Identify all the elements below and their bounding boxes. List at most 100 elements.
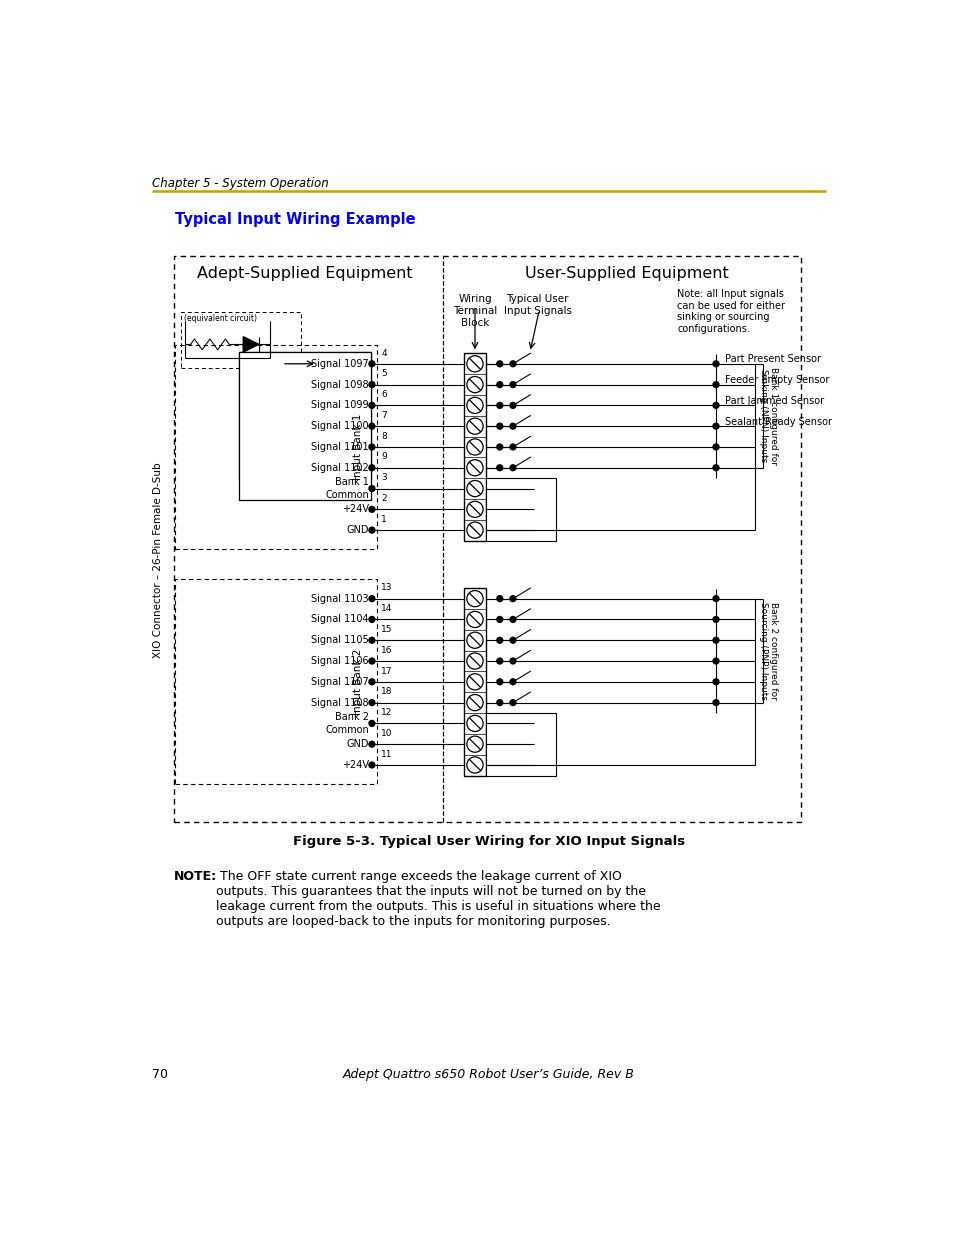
Circle shape: [369, 700, 375, 705]
Text: Signal 1106: Signal 1106: [311, 656, 369, 666]
Text: Input Bank 2: Input Bank 2: [353, 648, 362, 715]
Text: 7: 7: [381, 411, 387, 420]
Circle shape: [369, 658, 375, 664]
Circle shape: [369, 679, 375, 684]
Circle shape: [369, 361, 375, 367]
Text: 3: 3: [381, 473, 387, 482]
Circle shape: [510, 382, 516, 388]
Text: 13: 13: [381, 583, 393, 593]
Text: Bank 2: Bank 2: [335, 713, 369, 722]
Text: Part Jammed Sensor: Part Jammed Sensor: [724, 395, 823, 406]
Circle shape: [712, 595, 719, 601]
Text: +24V: +24V: [341, 504, 369, 514]
Text: 17: 17: [381, 667, 393, 676]
Circle shape: [369, 595, 375, 601]
Text: Bank 1 configured for
Sinking (NPN) Inputs: Bank 1 configured for Sinking (NPN) Inpu…: [759, 367, 778, 464]
Circle shape: [497, 445, 502, 450]
Text: Signal 1097: Signal 1097: [311, 359, 369, 369]
Circle shape: [510, 361, 516, 367]
Circle shape: [497, 595, 502, 601]
Circle shape: [712, 403, 719, 409]
Circle shape: [497, 658, 502, 664]
Text: Bank 1: Bank 1: [335, 478, 369, 488]
Bar: [181, 312, 301, 368]
Text: Typical User
Input Signals: Typical User Input Signals: [503, 294, 571, 316]
Circle shape: [369, 403, 375, 409]
Circle shape: [712, 637, 719, 643]
Circle shape: [510, 700, 516, 705]
Text: Signal 1103: Signal 1103: [311, 594, 369, 604]
Text: XIO Connector – 26-Pin Female D-Sub: XIO Connector – 26-Pin Female D-Sub: [152, 462, 163, 658]
Circle shape: [712, 679, 719, 684]
Text: The OFF state current range exceeds the leakage current of XIO
outputs. This gua: The OFF state current range exceeds the …: [216, 869, 660, 927]
Text: Signal 1098: Signal 1098: [311, 379, 369, 389]
Circle shape: [712, 424, 719, 429]
Bar: [174, 345, 376, 550]
Text: NOTE:: NOTE:: [173, 869, 216, 883]
Circle shape: [712, 700, 719, 705]
Text: Signal 1101: Signal 1101: [311, 442, 369, 452]
Circle shape: [369, 741, 375, 747]
Bar: [173, 256, 801, 823]
Circle shape: [510, 637, 516, 643]
Circle shape: [497, 382, 502, 388]
Text: Input Bank 1: Input Bank 1: [353, 414, 362, 480]
Circle shape: [497, 424, 502, 429]
Text: Signal 1108: Signal 1108: [311, 698, 369, 708]
Text: 70: 70: [152, 1068, 168, 1081]
Circle shape: [369, 464, 375, 471]
Circle shape: [369, 637, 375, 643]
Circle shape: [712, 616, 719, 622]
Text: Chapter 5 - System Operation: Chapter 5 - System Operation: [152, 178, 328, 190]
Circle shape: [369, 506, 375, 513]
Circle shape: [369, 424, 375, 429]
Text: Feeder Empty Sensor: Feeder Empty Sensor: [724, 375, 829, 385]
Circle shape: [497, 464, 502, 471]
Circle shape: [510, 464, 516, 471]
Text: Signal 1104: Signal 1104: [311, 615, 369, 625]
Circle shape: [369, 762, 375, 768]
Text: Typical Input Wiring Example: Typical Input Wiring Example: [174, 212, 416, 227]
Bar: [485, 478, 555, 541]
Circle shape: [369, 445, 375, 450]
Text: Signal 1105: Signal 1105: [311, 635, 369, 645]
Circle shape: [497, 679, 502, 684]
Text: Wiring
Terminal
Block: Wiring Terminal Block: [453, 294, 497, 327]
Text: 12: 12: [381, 708, 393, 718]
Circle shape: [712, 382, 719, 388]
Bar: [464, 353, 485, 541]
Text: 8: 8: [381, 432, 387, 441]
Circle shape: [369, 485, 375, 492]
Text: Signal 1102: Signal 1102: [311, 463, 369, 473]
Circle shape: [510, 595, 516, 601]
Circle shape: [510, 424, 516, 429]
Text: Adept-Supplied Equipment: Adept-Supplied Equipment: [197, 267, 413, 282]
Text: Sealant Ready Sensor: Sealant Ready Sensor: [724, 416, 831, 426]
Text: Common: Common: [325, 490, 369, 500]
Circle shape: [497, 361, 502, 367]
Text: Signal 1099: Signal 1099: [311, 400, 369, 410]
Text: Part Present Sensor: Part Present Sensor: [724, 354, 821, 364]
Circle shape: [497, 637, 502, 643]
Bar: [239, 352, 371, 479]
Text: Common: Common: [325, 725, 369, 735]
Text: Signal 1100: Signal 1100: [311, 421, 369, 431]
Text: 4: 4: [381, 348, 386, 357]
Circle shape: [510, 445, 516, 450]
Bar: [174, 579, 376, 784]
Circle shape: [712, 361, 719, 367]
Text: Figure 5-3. Typical User Wiring for XIO Input Signals: Figure 5-3. Typical User Wiring for XIO …: [293, 835, 684, 847]
Text: GND: GND: [346, 740, 369, 750]
Circle shape: [510, 616, 516, 622]
Circle shape: [369, 616, 375, 622]
Text: 10: 10: [381, 729, 393, 737]
Circle shape: [497, 700, 502, 705]
Circle shape: [510, 658, 516, 664]
Text: 5: 5: [381, 369, 387, 378]
Text: GND: GND: [346, 525, 369, 535]
Polygon shape: [243, 337, 258, 352]
Circle shape: [497, 403, 502, 409]
Text: 9: 9: [381, 452, 387, 462]
Text: +24V: +24V: [341, 760, 369, 769]
Text: 6: 6: [381, 390, 387, 399]
